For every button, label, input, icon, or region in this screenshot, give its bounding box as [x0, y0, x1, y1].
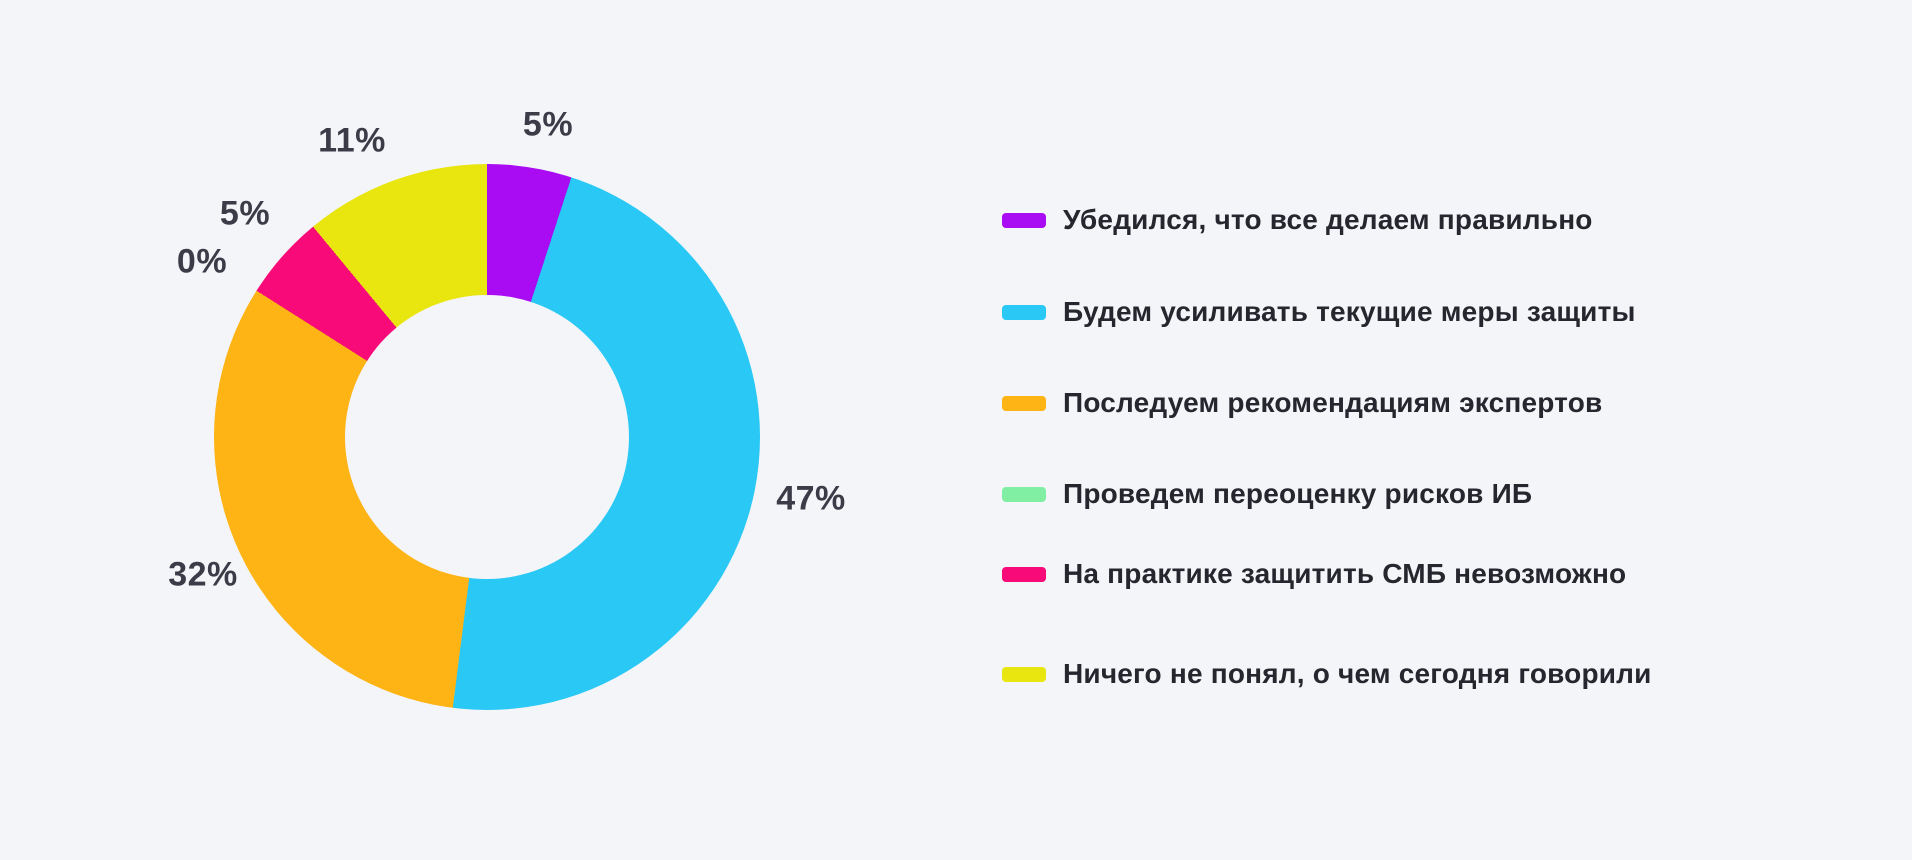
pct-label-green-slice: 0%	[176, 242, 228, 281]
legend-swatch-yellow	[1002, 666, 1046, 682]
legend-item: На практике защитить СМБ невозможно	[1002, 557, 1626, 591]
legend-item: Убедился, что все делаем правильно	[1002, 203, 1593, 237]
legend-swatch-pink	[1002, 566, 1046, 582]
pct-label-orange-slice: 32%	[168, 555, 238, 594]
donut-hole	[345, 295, 629, 579]
legend-swatch-orange	[1002, 395, 1046, 411]
legend-label: Будем усиливать текущие меры защиты	[1063, 296, 1636, 327]
pct-label-yellow-slice: 11%	[318, 121, 386, 160]
legend-label: На практике защитить СМБ невозможно	[1063, 558, 1627, 589]
legend-item: Проведем переоценку рисков ИБ	[1002, 477, 1532, 511]
pct-label-cyan-slice: 47%	[776, 479, 846, 518]
legend-item: Ничего не понял, о чем сегодня говорили	[1002, 657, 1652, 691]
legend-label: Последуем рекомендациям экспертов	[1063, 387, 1603, 418]
pct-label-pink-slice: 5%	[219, 194, 271, 233]
legend-item: Будем усиливать текущие меры защиты	[1002, 295, 1636, 329]
legend-swatch-purple	[1002, 212, 1046, 228]
legend-swatch-green	[1002, 486, 1046, 502]
legend: Убедился, что все делаем правильно Будем…	[1002, 0, 1762, 860]
legend-item: Последуем рекомендациям экспертов	[1002, 386, 1602, 420]
pct-label-purple-slice: 5%	[522, 105, 574, 144]
legend-label: Проведем переоценку рисков ИБ	[1063, 478, 1533, 509]
legend-label: Ничего не понял, о чем сегодня говорили	[1063, 658, 1652, 689]
donut-ring	[214, 164, 760, 710]
legend-label: Убедился, что все делаем правильно	[1063, 204, 1593, 235]
legend-swatch-cyan	[1002, 304, 1046, 320]
